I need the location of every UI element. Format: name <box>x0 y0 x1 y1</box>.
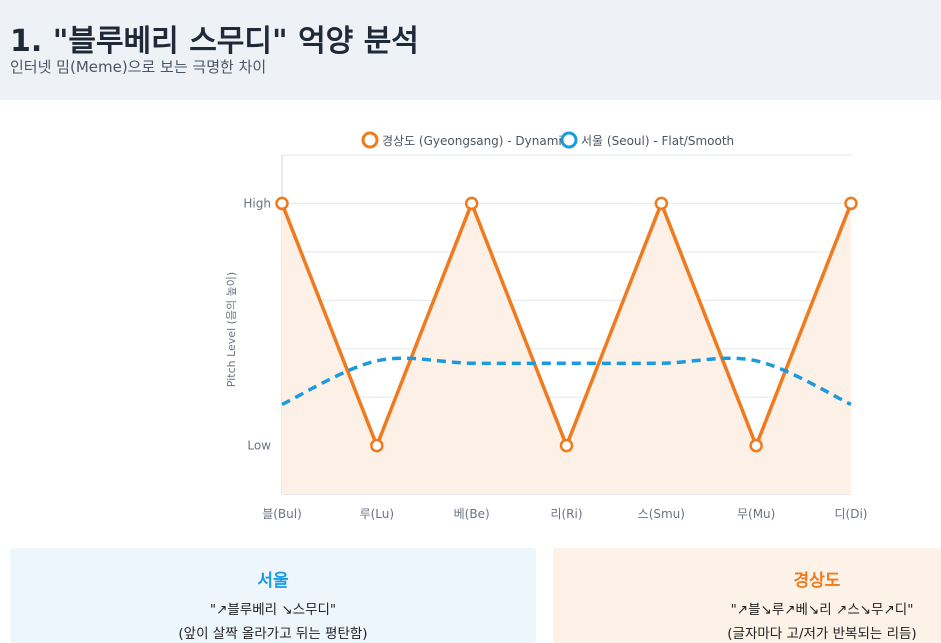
x-tick-label: 루(Lu) <box>360 507 394 521</box>
gyeongsang-card-description: (글자마다 고/저가 반복되는 리듬) <box>727 626 917 642</box>
chart-legend[interactable]: 경상도 (Gyeongsang) - Dynamic 서울 (Seoul) - F… <box>361 131 734 149</box>
y-tick-label: High <box>243 196 271 210</box>
data-point-gyeongsang[interactable] <box>844 196 858 211</box>
x-tick-label: 스(Smu) <box>638 507 685 521</box>
chart-axis-labels: Low High Pitch Level (음의 높이) 블(Bul) 루(Lu) 베(B… <box>225 196 867 521</box>
pitch-chart: Low High Pitch Level (음의 높이) 블(Bul) 루(Lu) 베(B… <box>225 131 867 521</box>
legend-label-gyeongsang[interactable]: 경상도 (Gyeongsang) - Dynamic <box>382 134 568 148</box>
x-tick-label: 무(Mu) <box>737 507 775 521</box>
chart-fill-layer <box>282 203 851 494</box>
chart-lines <box>280 201 853 448</box>
y-tick-label: Low <box>247 439 271 453</box>
seoul-card: 서울 "↗블루베리 ↘스무디" (앞이 살짝 올라가고 뒤는 평탄함) <box>10 548 536 643</box>
x-tick-label: 리(Ri) <box>550 507 582 521</box>
series-area-gyeongsang <box>282 203 851 494</box>
series-line-seoul <box>281 356 852 406</box>
header: 1. "블루베리 스무디" 억양 분석 인터넷 밈(Meme)으로 보는 극명한… <box>0 0 941 100</box>
legend-label-seoul[interactable]: 서울 (Seoul) - Flat/Smooth <box>581 134 734 148</box>
seoul-card-pattern: "↗블루베리 ↘스무디" <box>209 602 337 618</box>
gyeongsang-card-title: 경상도 <box>793 571 841 591</box>
y-axis-title: Pitch Level (음의 높이) <box>225 272 238 387</box>
data-point-gyeongsang[interactable] <box>559 438 574 453</box>
data-point-gyeongsang[interactable] <box>749 438 763 453</box>
data-point-gyeongsang[interactable] <box>370 438 384 453</box>
data-point-gyeongsang[interactable] <box>464 196 479 211</box>
page-subtitle: 인터넷 밈(Meme)으로 보는 극명한 차이 <box>10 58 267 76</box>
x-tick-label: 블(Bul) <box>262 507 302 521</box>
legend-marker-gyeongsang[interactable] <box>361 131 379 149</box>
seoul-card-title: 서울 <box>257 571 289 591</box>
gyeongsang-card-pattern: "↗블↘루↗베↘리 ↗스↘무↗디" <box>730 602 914 618</box>
x-tick-label: 베(Be) <box>454 507 490 521</box>
chart-markers <box>275 196 858 453</box>
series-line-gyeongsang <box>280 201 853 448</box>
x-tick-label: 디(Di) <box>835 507 868 521</box>
data-point-gyeongsang[interactable] <box>654 196 669 211</box>
data-point-gyeongsang[interactable] <box>275 196 289 211</box>
legend-marker-seoul[interactable] <box>560 131 578 149</box>
gyeongsang-card: 경상도 "↗블↘루↗베↘리 ↗스↘무↗디" (글자마다 고/저가 반복되는 리듬… <box>553 548 941 643</box>
page-title: 1. "블루베리 스무디" 억양 분석 <box>10 24 419 59</box>
seoul-card-description: (앞이 살짝 올라가고 뒤는 평탄함) <box>178 626 368 642</box>
